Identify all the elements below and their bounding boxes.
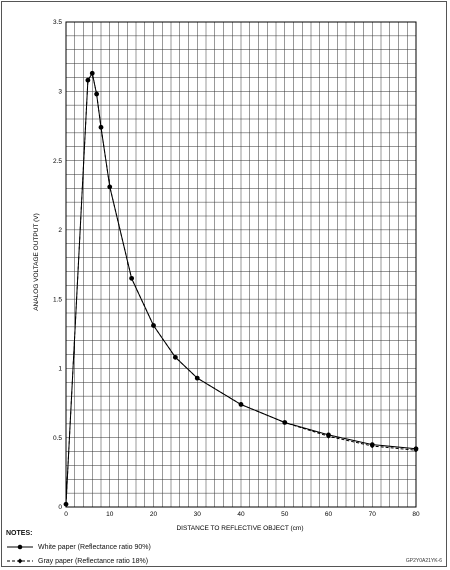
legend-item-white-paper: White paper (Reflectance ratio 90%) (6, 540, 151, 554)
y-tick-label: 3 (58, 88, 62, 95)
x-tick-label: 50 (281, 511, 289, 518)
data-point (89, 70, 95, 76)
x-tick-label: 20 (150, 511, 158, 518)
x-tick-label: 30 (194, 511, 202, 518)
data-point (413, 447, 419, 453)
legend-solid-line-icon (7, 544, 33, 550)
data-point (85, 77, 91, 83)
data-point (282, 420, 288, 425)
x-tick-label: 40 (237, 511, 245, 518)
data-point (129, 276, 134, 281)
figure-code: GP2Y0A21YK-6 (405, 558, 442, 564)
series-gray-paper (63, 70, 419, 507)
x-tick-label: 80 (412, 511, 420, 518)
x-tick-label: 60 (325, 511, 333, 518)
axes (65, 21, 417, 508)
x-tick-label: 10 (106, 511, 114, 518)
voltage-distance-chart: 0 10 20 30 40 50 60 70 80 0 0.5 1 1.5 2 2.5 3 3.5 DISTAN… (33, 19, 420, 532)
data-point (94, 91, 99, 97)
y-tick-label: 3.5 (53, 19, 62, 26)
plot-border (65, 21, 417, 508)
y-tick-label: 0 (58, 504, 62, 511)
legend-item-gray-paper: Gray paper (Reflectance ratio 18%) (6, 554, 151, 568)
notes-title: NOTES: (6, 530, 33, 537)
data-point (98, 125, 104, 130)
tick-labels: 0 10 20 30 40 50 60 70 80 0 0.5 1 1.5 2 2.5 3 3.5 (53, 19, 420, 518)
legend-label-gray-paper: Gray paper (Reflectance ratio 18%) (38, 557, 149, 565)
legend-label-white-paper: White paper (Reflectance ratio 90%) (38, 543, 151, 551)
y-tick-label: 0.5 (53, 435, 62, 442)
notes-legend: NOTES: White paper (Reflectance ratio 90… (6, 530, 151, 568)
data-point (151, 323, 156, 328)
data-point (107, 184, 113, 190)
x-axis-label: DISTANCE TO REFLECTIVE OBJECT (cm) (176, 525, 303, 532)
y-axis-label: ANALOG VOLTAGE OUTPUT (V) (33, 213, 40, 311)
data-point (238, 402, 244, 407)
data-point (194, 375, 200, 381)
legend-dashed-line-icon (7, 558, 33, 564)
y-tick-label: 2 (58, 227, 62, 234)
data-point (173, 355, 178, 360)
x-tick-label: 0 (64, 511, 68, 518)
y-tick-label: 1.5 (53, 296, 62, 303)
data-series (63, 70, 419, 507)
data-point (63, 501, 69, 507)
series-line (65, 71, 417, 505)
y-tick-label: 1 (58, 366, 62, 373)
data-point (369, 443, 375, 449)
grid-lines (65, 21, 417, 508)
data-point (326, 434, 331, 439)
y-tick-label: 2.5 (53, 158, 62, 165)
x-tick-label: 70 (369, 511, 377, 518)
